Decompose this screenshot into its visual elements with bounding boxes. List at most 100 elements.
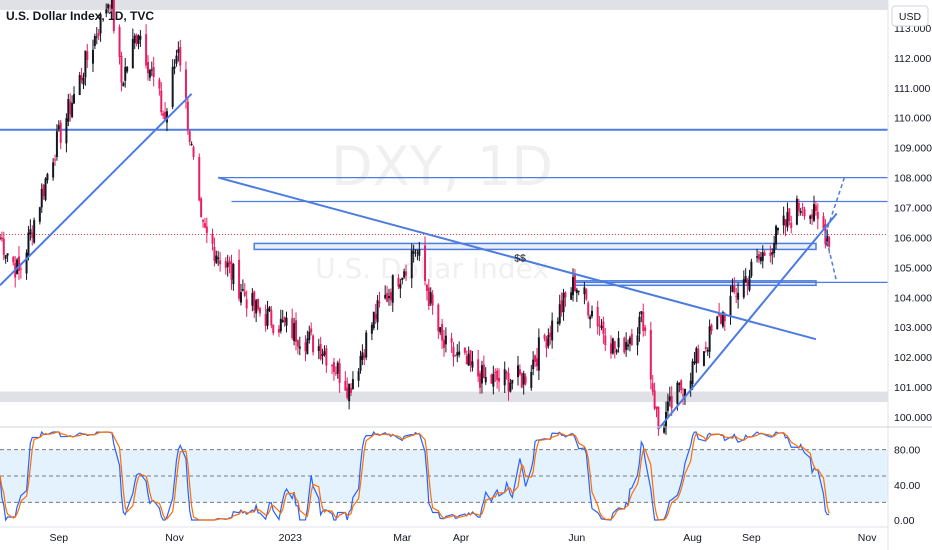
- candle-body: [120, 55, 123, 83]
- time-tick-label: Sep: [49, 532, 68, 544]
- candle-body: [365, 332, 368, 358]
- price-tick-label: 103.000: [894, 322, 932, 334]
- candle-body: [332, 362, 335, 373]
- projection-path: [824, 177, 846, 235]
- candle-body: [575, 289, 578, 294]
- price-tick-label: 109.000: [894, 143, 932, 155]
- candle-body: [788, 208, 791, 221]
- chart-title: U.S. Dollar Index, 1D, TVC: [6, 9, 154, 23]
- candle-body: [511, 379, 514, 384]
- candle-body: [241, 289, 244, 291]
- candle-body: [86, 51, 89, 60]
- candle-body: [12, 256, 15, 263]
- candle-body: [458, 351, 461, 356]
- candle-body: [17, 256, 20, 271]
- candle-body: [617, 338, 620, 348]
- trendline: [657, 212, 838, 430]
- candle-body: [471, 361, 474, 368]
- candle-body: [651, 383, 654, 392]
- candle-body: [583, 287, 586, 295]
- candle-body: [775, 225, 778, 245]
- candle-body: [270, 310, 273, 326]
- candle-body: [147, 62, 149, 74]
- time-tick-label: Apr: [453, 532, 470, 544]
- candle-body: [744, 276, 747, 283]
- candle-body: [171, 67, 174, 107]
- candle-body: [253, 291, 256, 311]
- candle-body: [535, 358, 538, 367]
- time-tick-label: Nov: [165, 532, 184, 544]
- candle-body: [809, 215, 812, 219]
- candle-body: [190, 143, 193, 145]
- candle-body: [543, 335, 546, 339]
- candle-body: [547, 334, 550, 347]
- candle-body: [615, 349, 618, 353]
- candle-body: [109, 5, 112, 7]
- candle-body: [564, 292, 567, 298]
- candle-body: [264, 313, 267, 326]
- candle-body: [530, 372, 533, 388]
- candle-body: [112, 0, 115, 31]
- candle-body: [359, 355, 362, 371]
- candle-body: [177, 49, 180, 53]
- candle-body: [224, 260, 227, 268]
- candle-body: [376, 300, 379, 323]
- candle-body: [0, 237, 3, 240]
- candle-body: [59, 122, 62, 143]
- candle-body: [46, 173, 49, 181]
- candle-body: [357, 371, 360, 381]
- candle-body: [386, 293, 389, 302]
- candle-body: [321, 354, 324, 356]
- candle-body: [228, 260, 231, 265]
- candle-body: [591, 310, 593, 317]
- candle-body: [649, 329, 652, 380]
- candle-body: [602, 321, 605, 334]
- stochastic-tick-label: 80.00: [894, 445, 920, 457]
- time-tick-label: Sep: [742, 532, 761, 544]
- candle-body: [450, 338, 453, 343]
- candle-body: [735, 295, 738, 297]
- price-tick-label: 102.000: [894, 352, 932, 364]
- candle-body: [431, 294, 434, 306]
- candle-body: [524, 376, 527, 384]
- candle-body: [399, 284, 402, 289]
- candle-body: [482, 364, 485, 379]
- stochastic-tick-label: 40.00: [894, 480, 920, 492]
- candle-body: [577, 290, 580, 292]
- candle-body: [412, 251, 415, 254]
- candle-body: [666, 401, 669, 411]
- candle-body: [38, 207, 41, 222]
- candle-body: [251, 293, 254, 306]
- candle-body: [627, 344, 630, 347]
- candle-body: [175, 55, 178, 64]
- candle-body: [348, 383, 351, 402]
- candle-body: [604, 335, 607, 346]
- candle-body: [560, 300, 563, 313]
- candle-body: [296, 340, 299, 347]
- candle-body: [790, 222, 793, 228]
- candle-body: [346, 387, 349, 398]
- candle-body: [71, 102, 74, 118]
- currency-button[interactable]: USD: [891, 5, 929, 27]
- candle-body: [283, 317, 286, 323]
- candle-body: [281, 320, 284, 323]
- candle-body: [215, 255, 218, 264]
- support-resistance-zone: [0, 391, 888, 403]
- candle-body: [444, 335, 447, 345]
- candle-body: [748, 275, 751, 291]
- candle-body: [441, 323, 444, 341]
- candle-body: [439, 327, 442, 333]
- candle-body: [238, 259, 241, 299]
- candle-body: [148, 70, 151, 78]
- stochastic-panel: [0, 430, 888, 522]
- candle-body: [537, 337, 540, 371]
- candle-body: [587, 302, 590, 316]
- candle-body: [496, 370, 499, 381]
- candle-body: [585, 289, 588, 300]
- candle-body: [721, 312, 724, 327]
- candle-body: [644, 327, 647, 332]
- candle-body: [668, 396, 671, 401]
- candle-body: [0, 237, 1, 239]
- price-tick-label: 107.000: [894, 203, 932, 215]
- candle-body: [73, 94, 75, 104]
